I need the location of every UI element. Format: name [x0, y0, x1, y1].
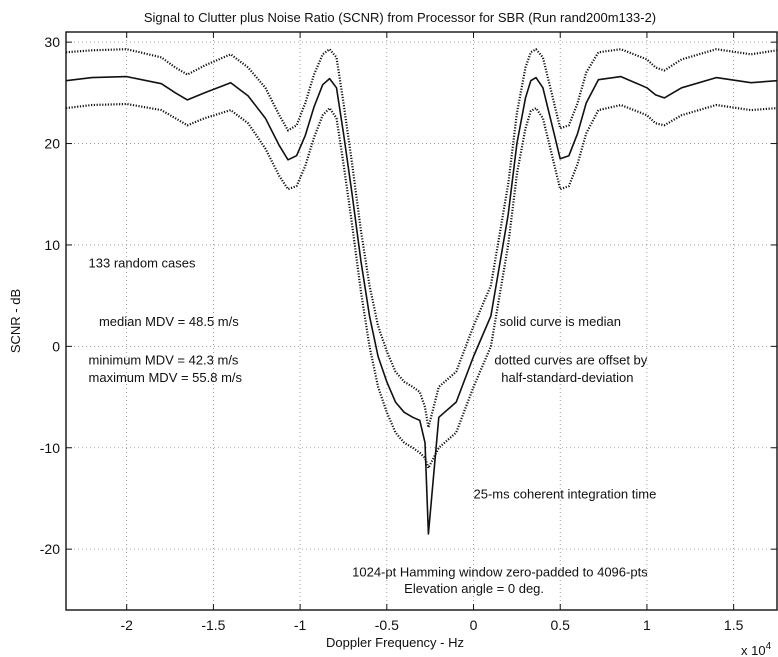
y-tick-label: 10 — [44, 237, 60, 253]
x-axis-multiplier: x 104 — [741, 641, 772, 657]
annotation-text: half-standard-deviation — [501, 370, 633, 385]
x-tick-label: 0.5 — [550, 617, 570, 633]
series-layer — [66, 48, 777, 535]
y-tick-label: -20 — [40, 541, 60, 557]
annotation-text: 1024-pt Hamming window zero-padded to 40… — [352, 565, 648, 580]
x-tick-label: -1 — [294, 617, 307, 633]
annotation-text: solid curve is median — [500, 314, 621, 329]
x-tick-label: -2 — [120, 617, 133, 633]
dotted-offset-curve — [66, 48, 777, 429]
dotted-offset-curve — [66, 102, 777, 470]
median-curve — [66, 75, 777, 535]
x-axis-label: Doppler Frequency - Hz — [326, 635, 464, 650]
x-tick-label: 0 — [470, 617, 478, 633]
annotation-text: minimum MDV = 42.3 m/s — [89, 353, 239, 368]
y-tick-label: 20 — [44, 136, 60, 152]
annotation-text: 25-ms coherent integration time — [474, 486, 657, 501]
x-axis-multiplier-base: x 10 — [741, 643, 766, 657]
x-tick-label: -0.5 — [375, 617, 399, 633]
plot-frame — [65, 31, 778, 611]
annotation-text: maximum MDV = 55.8 m/s — [89, 370, 243, 385]
x-tick-label: 1 — [643, 617, 651, 633]
annotations: 133 random cases median MDV = 48.5 m/s min… — [89, 255, 657, 596]
annotation-text: 133 random cases — [89, 255, 196, 270]
y-axis-label: SCNR - dB — [8, 289, 23, 353]
y-tick-label: 30 — [44, 34, 60, 50]
annotation-text: Elevation angle = 0 deg. — [404, 581, 544, 596]
chart-title: Signal to Clutter plus Noise Ratio (SCNR… — [144, 10, 656, 25]
grid-lines — [66, 32, 777, 610]
y-tick-label: -10 — [40, 440, 60, 456]
x-tick-label: -1.5 — [201, 617, 225, 633]
x-axis-multiplier-exponent: 4 — [766, 641, 772, 652]
x-tick-label: 1.5 — [724, 617, 744, 633]
annotation-text: median MDV = 48.5 m/s — [99, 314, 239, 329]
y-tick-label: 0 — [52, 338, 60, 354]
annotation-text: dotted curves are offset by — [494, 353, 647, 368]
ticks: -2 -1.5 -1 -0.5 0 0.5 1 1.5 -20 -10 0 10 20 30 — [40, 32, 777, 633]
